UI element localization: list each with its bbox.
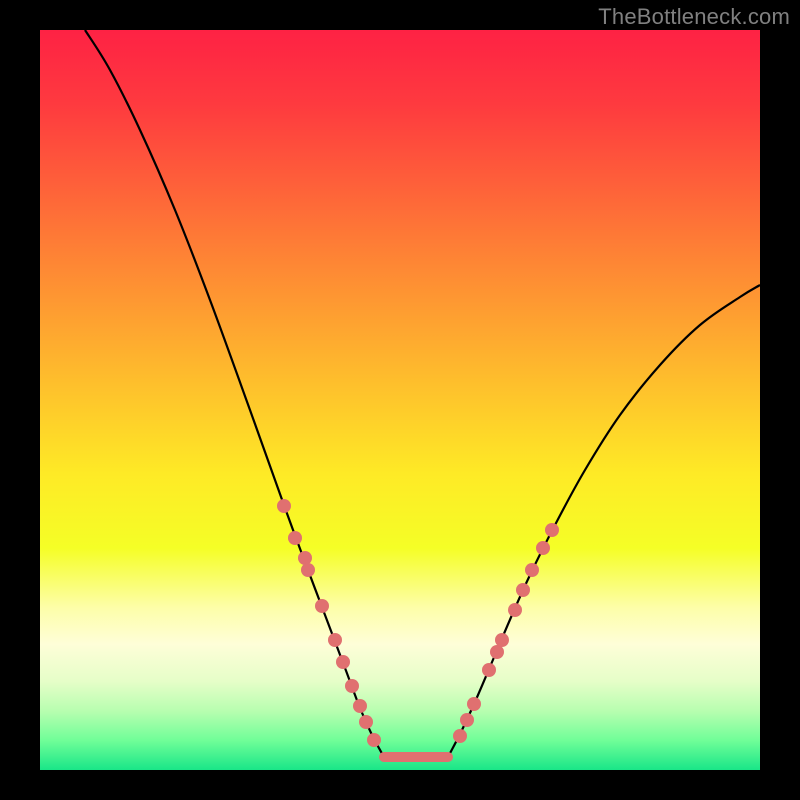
- watermark-text: TheBottleneck.com: [598, 4, 790, 30]
- data-dot: [490, 645, 504, 659]
- data-dot: [482, 663, 496, 677]
- chart-plot-bg: [40, 30, 760, 770]
- data-dot: [453, 729, 467, 743]
- data-dot: [288, 531, 302, 545]
- data-dot: [277, 499, 291, 513]
- data-dot: [301, 563, 315, 577]
- data-dot: [336, 655, 350, 669]
- data-dot: [516, 583, 530, 597]
- data-dot: [536, 541, 550, 555]
- data-dot: [467, 697, 481, 711]
- data-dot: [545, 523, 559, 537]
- data-dot: [367, 733, 381, 747]
- data-dot: [508, 603, 522, 617]
- data-dot: [359, 715, 373, 729]
- data-dot: [298, 551, 312, 565]
- data-dot: [353, 699, 367, 713]
- data-dot: [345, 679, 359, 693]
- data-dot: [525, 563, 539, 577]
- bottleneck-chart: [0, 0, 800, 800]
- data-dot: [328, 633, 342, 647]
- data-dot: [315, 599, 329, 613]
- data-dot: [460, 713, 474, 727]
- data-dot: [495, 633, 509, 647]
